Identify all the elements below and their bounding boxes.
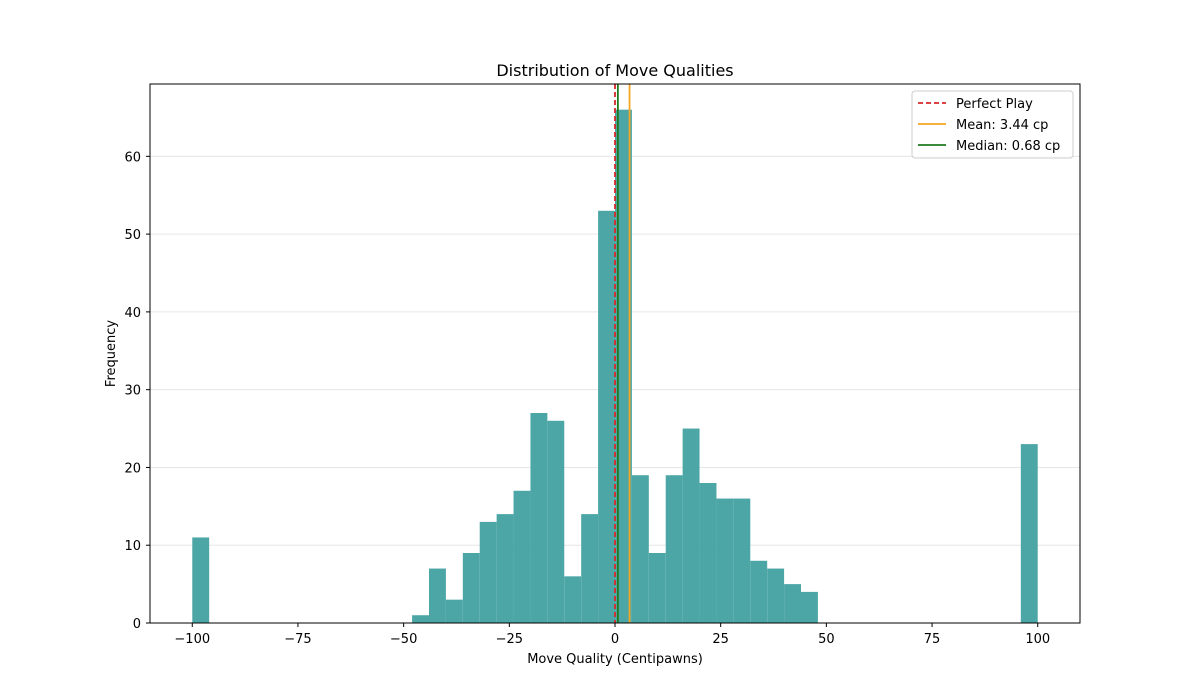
legend-entry-label: Mean: 3.44 cp — [956, 118, 1048, 133]
x-tick-label: −50 — [390, 632, 417, 647]
legend: Perfect Play Mean: 3.44 cp Median: 0.68 cp — [911, 90, 1074, 159]
histogram-bar — [581, 514, 599, 623]
y-tick-label: 10 — [124, 539, 141, 554]
histogram-bar — [648, 553, 666, 623]
x-axis-label: Move Quality (Centipawns) — [527, 652, 703, 667]
histogram-bar — [479, 521, 497, 623]
histogram-bar — [631, 475, 649, 623]
histogram-bar — [513, 490, 531, 623]
x-tick-label: −25 — [496, 632, 523, 647]
histogram-bar — [1020, 444, 1038, 623]
histogram-bar — [784, 584, 801, 623]
histogram-bar — [615, 109, 632, 623]
y-tick-label: 0 — [133, 617, 141, 632]
histogram-bar — [429, 568, 446, 623]
y-tick-label: 20 — [124, 461, 141, 476]
histogram-bar — [733, 498, 751, 623]
histogram-bar — [699, 483, 717, 623]
histogram-bar — [462, 553, 480, 623]
histogram-bar — [496, 514, 514, 623]
x-tick-label: 25 — [712, 632, 729, 647]
y-tick-label: 60 — [124, 150, 141, 165]
reference-lines-layer — [614, 84, 631, 623]
histogram-bar — [412, 615, 429, 623]
histogram-bar — [716, 498, 734, 623]
y-axis-ticks: 0 10 20 30 40 50 60 — [124, 150, 150, 632]
bars-layer — [192, 109, 1038, 623]
x-tick-label: 75 — [924, 632, 941, 647]
histogram-bar — [767, 568, 785, 623]
legend-box — [911, 90, 1074, 159]
x-tick-label: 100 — [1025, 632, 1050, 647]
histogram-bar — [750, 560, 768, 623]
histogram-bar — [801, 591, 818, 623]
y-tick-label: 50 — [124, 228, 141, 243]
y-tick-label: 40 — [124, 306, 141, 321]
y-axis-label: Frequency — [104, 320, 119, 387]
x-tick-label: 50 — [818, 632, 835, 647]
chart-title: Distribution of Move Qualities — [496, 61, 733, 80]
histogram-bar — [564, 576, 582, 623]
y-tick-label: 30 — [124, 384, 141, 399]
histogram-bar — [598, 210, 615, 623]
x-tick-label: 0 — [611, 632, 619, 647]
x-tick-label: −75 — [284, 632, 311, 647]
legend-entry-label: Median: 0.68 cp — [956, 139, 1060, 154]
histogram-bar — [530, 413, 548, 623]
histogram-bar — [192, 537, 210, 623]
x-axis-ticks: −100 −75 −50 −25 0 25 50 75 100 — [174, 623, 1050, 647]
histogram-bar — [445, 599, 463, 623]
legend-entry-label: Perfect Play — [956, 97, 1033, 112]
histogram-bar — [682, 428, 700, 623]
x-tick-label: −100 — [174, 632, 210, 647]
histogram-bar — [665, 475, 683, 623]
histogram-bar — [547, 420, 565, 623]
